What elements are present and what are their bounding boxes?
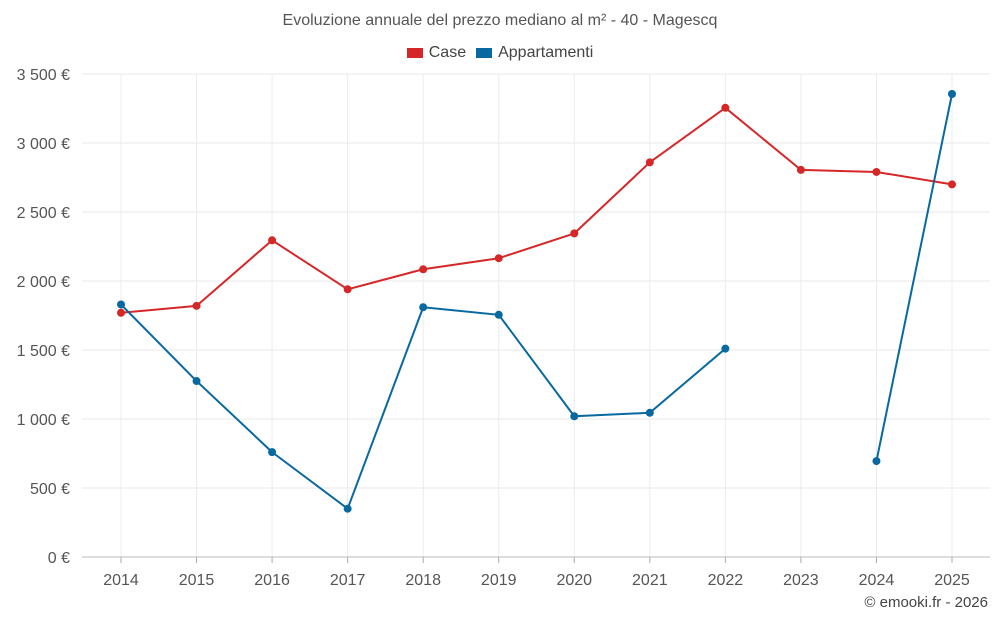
data-point-appartamenti	[570, 412, 579, 421]
data-point-appartamenti	[268, 448, 277, 457]
data-point-appartamenti	[192, 377, 201, 386]
x-tick-label: 2024	[859, 572, 895, 589]
data-point-appartamenti	[872, 457, 881, 466]
series-appartamenti	[117, 90, 956, 513]
x-tick-label: 2018	[405, 572, 441, 589]
data-point-appartamenti	[343, 504, 352, 513]
y-tick-label: 3 000 €	[17, 136, 70, 153]
series-line-case	[120, 106, 953, 314]
y-tick-label: 500 €	[30, 481, 70, 498]
y-tick-label: 3 500 €	[17, 67, 70, 84]
data-point-appartamenti	[948, 90, 956, 99]
data-point-case	[494, 254, 503, 263]
y-tick-label: 2 000 €	[17, 274, 70, 291]
data-point-case	[872, 167, 881, 176]
x-tick-label: 2016	[254, 572, 290, 589]
legend-label-case: Case	[428, 44, 467, 61]
data-point-case	[419, 265, 428, 274]
legend-swatch-case	[406, 48, 423, 58]
y-tick-label: 0 €	[48, 550, 70, 567]
y-tick-label: 1 500 €	[17, 343, 70, 360]
x-tick-label: 2023	[783, 572, 819, 589]
credit-text: © emooki.fr - 2026	[864, 594, 988, 611]
legend-swatch-appartamenti	[476, 48, 493, 58]
legend-item-appartamenti[interactable]: Appartamenti	[476, 44, 593, 62]
data-point-appartamenti	[117, 300, 125, 309]
data-point-case	[343, 285, 352, 294]
x-tick-label: 2019	[481, 572, 517, 589]
y-tick-label: 2 500 €	[17, 205, 70, 222]
chart-legend: Case Appartamenti	[0, 44, 1000, 62]
data-point-appartamenti	[419, 303, 428, 312]
data-point-appartamenti	[645, 408, 654, 417]
x-tick-label: 2021	[632, 572, 668, 589]
x-tick-label: 2020	[556, 572, 592, 589]
x-tick-label: 2015	[179, 572, 215, 589]
y-tick-label: 1 000 €	[17, 412, 70, 429]
series-layer	[117, 90, 956, 513]
legend-label-appartamenti: Appartamenti	[498, 44, 594, 61]
data-point-case	[645, 158, 654, 167]
series-case	[117, 103, 956, 317]
legend-item-case[interactable]: Case	[406, 44, 467, 62]
x-tick-label: 2022	[708, 572, 744, 589]
x-tick-label: 2025	[934, 572, 970, 589]
data-point-case	[721, 103, 730, 112]
x-tick-label: 2014	[103, 572, 139, 589]
series-line-appartamenti	[875, 93, 953, 462]
x-tick-label: 2017	[330, 572, 366, 589]
grid	[82, 73, 990, 557]
data-point-case	[570, 229, 579, 238]
axes: 0 € 500 € 1 000 € 1 500 € 2 000 € 2 500 € 3 00…	[17, 67, 990, 589]
chart-title: Evoluzione annuale del prezzo mediano al…	[282, 12, 718, 29]
data-point-case	[796, 165, 805, 174]
data-point-appartamenti	[721, 344, 730, 353]
data-point-appartamenti	[494, 310, 503, 319]
data-point-case	[948, 180, 956, 189]
data-point-case	[268, 236, 277, 245]
data-point-case	[192, 301, 201, 310]
data-point-case	[117, 308, 125, 317]
